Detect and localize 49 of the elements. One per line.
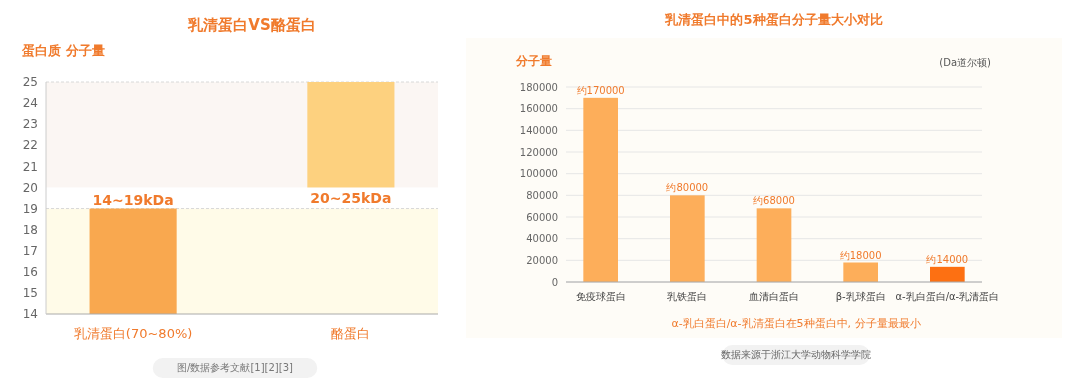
x-tick-label: 血清白蛋白 bbox=[749, 291, 799, 302]
y-tick-label: 80000 bbox=[526, 189, 558, 201]
y-tick-label: 15 bbox=[22, 286, 38, 301]
bar bbox=[583, 97, 618, 282]
data-label: 约14000 bbox=[926, 253, 969, 265]
text: 数据来源于浙江大学动物科学学院 bbox=[721, 349, 871, 360]
data-label: 约80000 bbox=[666, 182, 709, 194]
x-tick-label: α-乳白蛋白/α-乳清蛋白 bbox=[895, 291, 1000, 302]
y-tick-label: 25 bbox=[22, 75, 38, 90]
y-axis-title: 蛋白质 分子量 bbox=[21, 43, 105, 58]
y-tick-label: 17 bbox=[22, 243, 38, 258]
y-tick-label: 100000 bbox=[519, 168, 558, 180]
y-tick-label: 20 bbox=[22, 180, 38, 195]
bar bbox=[756, 208, 792, 282]
data-label: 约68000 bbox=[753, 195, 795, 207]
x-tick-label: 酪蛋白 bbox=[331, 326, 371, 341]
text: α-乳白蛋白/α-乳清蛋白在5种蛋白中, 分子量最最小 bbox=[671, 317, 921, 330]
bar bbox=[843, 262, 878, 282]
x-tick-label: β-乳球蛋白 bbox=[835, 291, 886, 302]
data-label: 约170000 bbox=[576, 84, 625, 96]
y-tick-label: 140000 bbox=[519, 124, 558, 136]
x-tick-label: 乳铁蛋白 bbox=[667, 291, 708, 302]
y-axis-title: 分子量 bbox=[515, 54, 552, 68]
y-tick-label: 60000 bbox=[526, 211, 558, 223]
y-tick-label: 19 bbox=[22, 201, 38, 216]
y-tick-label: 120000 bbox=[519, 146, 558, 158]
y-tick-label: 40000 bbox=[526, 233, 558, 245]
y-tick-label: 160000 bbox=[519, 103, 558, 115]
y-tick-label: 16 bbox=[22, 265, 38, 280]
y-tick-label: 22 bbox=[22, 138, 38, 153]
x-tick-label: 免疫球蛋白 bbox=[575, 291, 626, 302]
y-tick-label: 14 bbox=[22, 307, 38, 322]
y-tick-label: 21 bbox=[22, 159, 38, 174]
x-tick-label: 乳清蛋白(70~80%) bbox=[73, 326, 193, 341]
y-tick-label: 0 bbox=[551, 276, 558, 288]
y-tick-label: 24 bbox=[22, 96, 38, 111]
chart-title: 乳清蛋白VS酪蛋白 bbox=[187, 16, 316, 34]
chart-title: 乳清蛋白中的5种蛋白分子量大小对比 bbox=[664, 12, 883, 27]
text: (Da道尔顿) bbox=[939, 57, 992, 68]
y-tick-label: 20000 bbox=[526, 254, 558, 266]
bar bbox=[670, 195, 705, 282]
text: 图/数据参考文献[1][2][3] bbox=[177, 362, 294, 373]
y-tick-label: 180000 bbox=[519, 81, 558, 93]
bar bbox=[930, 266, 965, 282]
y-tick-label: 18 bbox=[22, 222, 38, 237]
y-tick-label: 23 bbox=[22, 117, 38, 132]
annotation: 14~19kDa bbox=[92, 191, 174, 208]
data-label: 约18000 bbox=[839, 249, 882, 261]
annotation: 20~25kDa bbox=[310, 190, 392, 207]
